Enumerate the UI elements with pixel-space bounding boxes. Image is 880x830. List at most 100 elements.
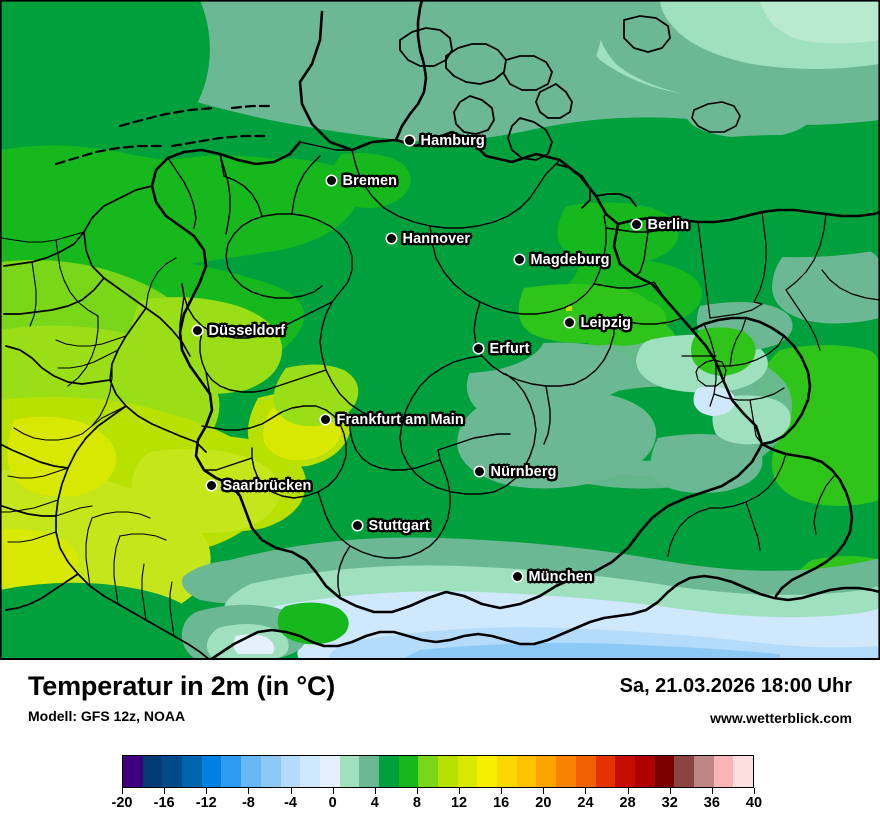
colorbar-tick-label: 12: [450, 795, 468, 811]
colorbar-segment: [497, 756, 517, 787]
colorbar-segment: [634, 756, 655, 787]
city-dot-icon: [206, 481, 216, 490]
colorbar-tick-label: 16: [493, 795, 510, 811]
colorbar-tick: [164, 788, 166, 794]
temperature-field-svg: [0, 0, 880, 658]
colorbar-segment: [280, 756, 301, 787]
country-borders-layer: [0, 0, 880, 658]
colorbar-tick: [459, 788, 461, 794]
city-marker[interactable]: Hannover: [386, 229, 472, 248]
colorbar-ticks: -20 -16 -12 -8 -4 0 4 8 12 16 20 24 28 32 36 40: [112, 788, 762, 828]
colorbar-segment: [300, 756, 320, 787]
city-dot-icon: [320, 415, 330, 424]
temperature-map[interactable]: Hamburg Bremen Berlin Hannover Magdeburg Leip…: [0, 0, 880, 660]
city-dot-icon: [631, 220, 641, 229]
colorbar-segment: [123, 756, 143, 787]
city-marker[interactable]: Erfurt: [473, 339, 531, 358]
city-marker[interactable]: München: [512, 567, 594, 586]
colorbar-tick-label: 28: [619, 795, 636, 811]
colorbar-tick-label: 36: [703, 795, 720, 811]
colorbar-segment: [438, 756, 458, 787]
city-label: München: [527, 567, 594, 586]
city-marker[interactable]: Frankfurt am Main: [320, 410, 465, 429]
colorbar-tick: [754, 788, 755, 794]
colorbar-tick-label: 4: [370, 795, 379, 811]
colorbar-tick: [711, 788, 713, 794]
city-label: Bremen: [341, 171, 398, 190]
city-label: Leipzig: [579, 313, 633, 332]
city-marker[interactable]: Düsseldorf: [192, 321, 287, 340]
city-dot-icon: [473, 344, 483, 353]
city-label: Frankfurt am Main: [335, 410, 465, 429]
colorbar-tick: [416, 788, 418, 794]
city-marker[interactable]: Bremen: [326, 171, 398, 190]
colorbar-segment: [359, 756, 379, 787]
colorbar-tick: [206, 788, 208, 794]
city-dot-icon: [326, 176, 336, 185]
colorbar-segment: [477, 756, 498, 787]
city-label: Berlin: [646, 215, 691, 234]
colorbar-segment: [418, 756, 438, 787]
colorbar-gradient: [122, 755, 754, 788]
city-label: Stuttgart: [367, 516, 431, 535]
city-marker[interactable]: Magdeburg: [514, 250, 611, 269]
colorbar-segment: [142, 756, 163, 787]
colorbar-segment: [595, 756, 616, 787]
city-marker[interactable]: Berlin: [631, 215, 691, 234]
colorbar-tick: [669, 788, 671, 794]
city-marker[interactable]: Leipzig: [564, 313, 633, 332]
city-marker[interactable]: Nürnberg: [474, 462, 558, 481]
colorbar-segment: [693, 756, 714, 787]
city-dot-icon: [386, 234, 396, 243]
colorbar-segment: [654, 756, 675, 787]
city-dot-icon: [564, 318, 574, 327]
colorbar-segment: [241, 756, 261, 787]
colorbar-segment: [162, 756, 183, 787]
colorbar-segment: [713, 756, 734, 787]
colorbar-tick-label: -8: [241, 795, 255, 811]
city-dot-icon: [192, 326, 202, 335]
colorbar-tick-label: 0: [328, 795, 337, 811]
colorbar-tick: [332, 788, 334, 794]
colorbar: -20 -16 -12 -8 -4 0 4 8 12 16 20 24 28 32 36 40: [0, 755, 880, 830]
colorbar-segment: [339, 756, 360, 787]
map-footer: Temperatur in 2m (in °C) Modell: GFS 12z…: [0, 660, 880, 830]
colorbar-segment: [221, 756, 242, 787]
page-title: Temperatur in 2m (in °C): [28, 671, 336, 701]
colorbar-segment: [378, 756, 399, 787]
colorbar-segment: [536, 756, 557, 787]
city-label: Düsseldorf: [207, 321, 287, 340]
colorbar-tick-label: 32: [661, 795, 678, 811]
city-dot-icon: [512, 572, 522, 581]
city-label: Erfurt: [488, 339, 531, 358]
model-subtitle: Modell: GFS 12z, NOAA: [28, 708, 186, 724]
website-label: www.wetterblick.com: [710, 710, 852, 726]
colorbar-segment: [733, 756, 753, 787]
city-marker[interactable]: Saarbrücken: [206, 476, 313, 495]
city-marker[interactable]: Stuttgart: [352, 516, 431, 535]
colorbar-tick: [543, 788, 545, 794]
colorbar-segment: [516, 756, 537, 787]
city-dot-icon: [514, 255, 524, 264]
colorbar-tick-label: -16: [153, 795, 175, 811]
colorbar-tick-label: 40: [745, 795, 763, 811]
city-dot-icon: [352, 521, 362, 530]
colorbar-tick: [290, 788, 292, 794]
colorbar-tick-label: 24: [577, 795, 594, 811]
temperature-shading-layer: [0, 0, 880, 658]
colorbar-segment: [457, 756, 478, 787]
city-label: Hannover: [401, 229, 472, 248]
colorbar-segment: [319, 756, 340, 787]
colorbar-segment: [615, 756, 635, 787]
city-marker[interactable]: Hamburg: [404, 131, 486, 150]
colorbar-tick-label: 8: [412, 795, 421, 811]
colorbar-tick: [585, 788, 587, 794]
colorbar-tick: [248, 788, 250, 794]
colorbar-segment: [398, 756, 419, 787]
colorbar-tick: [501, 788, 503, 794]
colorbar-segment: [182, 756, 202, 787]
colorbar-tick: [122, 788, 123, 794]
colorbar-segment: [201, 756, 222, 787]
colorbar-segment: [674, 756, 694, 787]
